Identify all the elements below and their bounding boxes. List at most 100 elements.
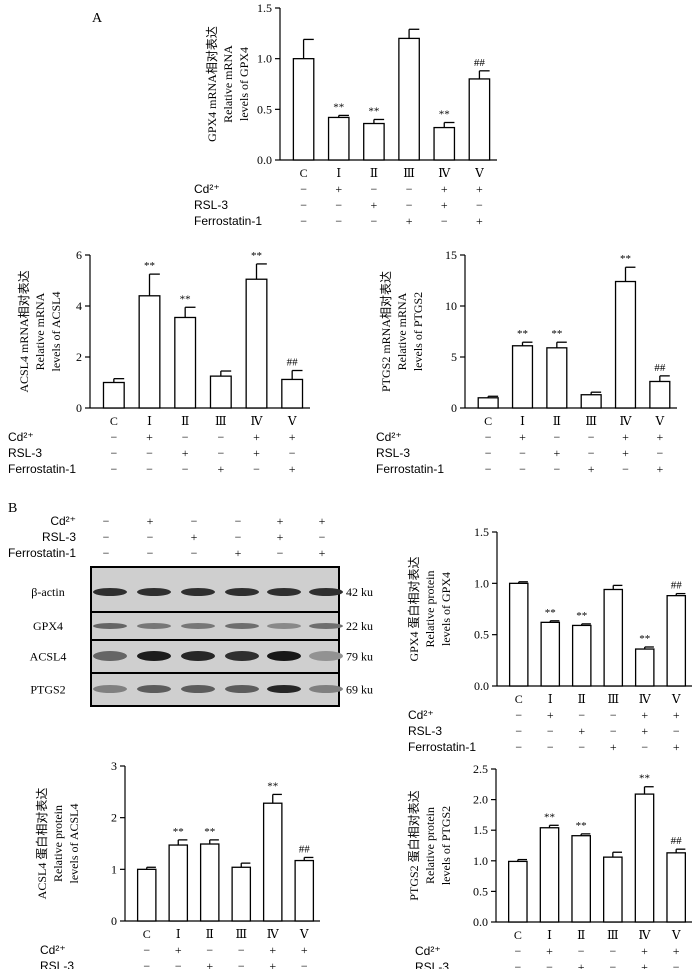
x-tick-label: C <box>484 414 492 428</box>
blot-band <box>309 685 343 693</box>
treatment-row-label: Cd²⁺ <box>8 430 34 444</box>
y-axis-label-line: levels of PTGS2 <box>439 806 453 885</box>
y-tick-label: 1.5 <box>474 525 489 539</box>
bar <box>102 381 125 409</box>
y-tick-label: 0.0 <box>473 915 488 929</box>
blot-band <box>93 651 127 661</box>
treatment-sign: + <box>301 943 308 957</box>
treatment-sign: + <box>547 708 554 722</box>
blot-treatment-sign: + <box>277 514 284 528</box>
y-axis-label-line: GPX4 蛋白相对表达 <box>406 556 421 661</box>
significance-label: ** <box>544 811 555 823</box>
treatment-sign: − <box>143 959 150 969</box>
y-tick-label: 2.0 <box>473 793 488 807</box>
treatment-sign: − <box>300 198 307 212</box>
treatment-row-label: RSL-3 <box>415 960 449 969</box>
x-tick-label: C <box>515 692 523 706</box>
x-tick-label: Ⅰ <box>547 928 552 942</box>
y-axis-label-line: levels of ACSL4 <box>67 804 81 884</box>
bar <box>539 827 560 923</box>
y-tick-label: 6 <box>76 248 82 262</box>
treatment-sign: − <box>335 214 342 228</box>
bar <box>245 278 268 409</box>
treatment-sign: + <box>289 462 296 476</box>
treatment-row-label: Cd²⁺ <box>408 708 434 722</box>
significance-label: ** <box>551 328 562 340</box>
blot-strip <box>90 672 340 707</box>
bar <box>508 582 529 687</box>
chart-6: 0.0 0.5 1.0 1.5 2.0 2.5 PTGS2 蛋白相对表达 Relative p… <box>406 762 692 969</box>
treatment-sign: − <box>238 959 245 969</box>
treatment-sign: − <box>206 943 213 957</box>
treatment-sign: − <box>371 214 378 228</box>
treatment-sign: − <box>476 198 483 212</box>
blot-treatment-sign: − <box>147 546 154 560</box>
treatment-sign: − <box>485 446 492 460</box>
blot-treatment-sign: − <box>147 530 154 544</box>
blot-size-label: 42 ku <box>346 585 373 599</box>
y-axis-label-line: Relative protein <box>423 571 437 648</box>
treatment-sign: − <box>553 462 560 476</box>
bar <box>281 378 304 409</box>
bar <box>634 648 655 687</box>
treatment-sign: − <box>485 430 492 444</box>
blot-treatment-label: Cd²⁺ <box>50 514 76 528</box>
blot-protein-label: ACSL4 <box>30 650 67 664</box>
treatment-sign: − <box>519 446 526 460</box>
treatment-sign: + <box>656 462 663 476</box>
blot-treatment-sign: − <box>235 514 242 528</box>
treatment-sign: + <box>578 960 585 969</box>
treatment-sign: − <box>515 740 522 754</box>
x-tick-label: Ⅴ <box>474 166 484 180</box>
treatment-sign: + <box>553 446 560 460</box>
x-tick-label: C <box>514 928 522 942</box>
treatment-sign: − <box>547 740 554 754</box>
significance-label: ** <box>576 820 587 832</box>
treatment-sign: + <box>217 462 224 476</box>
treatment-sign: − <box>578 708 585 722</box>
treatment-sign: − <box>289 446 296 460</box>
bar <box>231 866 252 922</box>
y-tick-label: 1.5 <box>257 1 272 15</box>
significance-label: ** <box>333 101 344 113</box>
bar <box>580 394 602 409</box>
bar <box>511 345 534 409</box>
y-axis-label-line: Relative mRNA <box>395 292 409 370</box>
bar <box>649 380 671 409</box>
y-tick-label: 0 <box>111 914 117 928</box>
treatment-row-label: Cd²⁺ <box>40 943 66 957</box>
treatment-sign: − <box>253 462 260 476</box>
treatment-sign: − <box>110 430 117 444</box>
blot-band <box>267 588 301 596</box>
blot-band <box>225 651 259 661</box>
x-tick-label: Ⅱ <box>370 166 378 180</box>
x-tick-label: Ⅳ <box>251 414 264 428</box>
treatment-sign: − <box>146 446 153 460</box>
blot-treatment-sign: + <box>235 546 242 560</box>
bar <box>168 844 189 922</box>
bar <box>327 116 350 161</box>
significance-label: ** <box>620 253 631 265</box>
blot-band <box>309 651 343 661</box>
treatment-sign: − <box>673 724 680 738</box>
treatment-sign: + <box>673 944 680 958</box>
significance-label: ** <box>439 109 450 121</box>
significance-label: ## <box>671 835 683 847</box>
treatment-sign: + <box>406 214 413 228</box>
blot-band <box>181 623 215 629</box>
treatment-sign: + <box>146 430 153 444</box>
x-tick-label: Ⅱ <box>553 414 561 428</box>
treatment-sign: − <box>578 740 585 754</box>
treatment-sign: − <box>406 198 413 212</box>
treatment-sign: + <box>656 430 663 444</box>
treatment-sign: − <box>110 462 117 476</box>
treatment-sign: + <box>641 708 648 722</box>
y-axis-label-line: Relative mRNA <box>33 292 47 370</box>
blot-band <box>181 685 215 693</box>
y-tick-label: 5 <box>451 350 457 364</box>
bar <box>571 835 592 923</box>
treatment-sign: + <box>206 959 213 969</box>
x-tick-label: Ⅳ <box>639 928 652 942</box>
y-axis-label-line: Relative protein <box>423 807 437 884</box>
bar <box>468 78 491 161</box>
